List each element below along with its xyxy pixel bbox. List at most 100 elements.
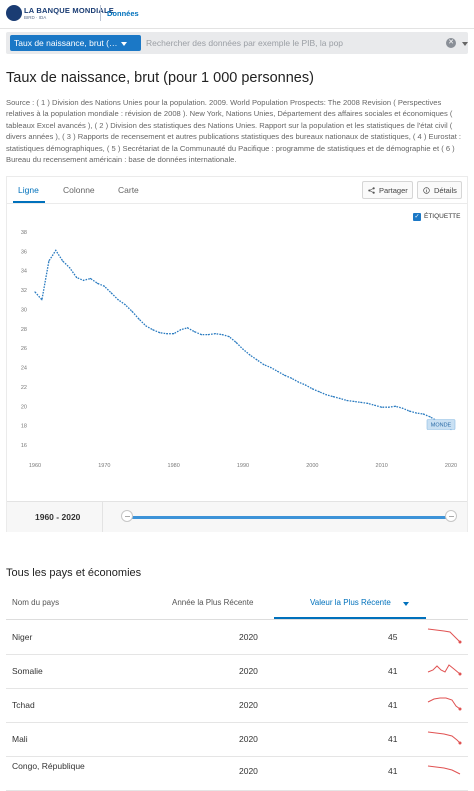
col-header-year[interactable]: Année la Plus Récente [172,598,254,607]
y-tick-label: 34 [21,269,27,275]
share-label: Partager [379,186,408,195]
tab-carte[interactable]: Carte [118,185,139,195]
data-point [152,329,154,331]
data-point [110,292,112,294]
row-value: 41 [388,700,398,710]
details-button[interactable]: Détails [417,181,462,199]
data-point [270,366,272,369]
data-point [69,267,71,269]
data-point [284,374,286,376]
search-dropdown-icon[interactable] [462,42,468,46]
line-chart: 16 18 20 22 24 26 28 30 32 34 36 38 1960 1970 1980 1990… [21,230,457,469]
data-point [48,260,50,262]
active-tab-indicator [13,201,45,203]
data-point [311,388,313,390]
page-title: Taux de naissance, brut (pour 1 000 pers… [6,70,314,86]
data-point [256,359,258,361]
data-point [96,282,98,284]
year-range-label: 1960 - 2020 [35,512,80,522]
row-value: 41 [388,666,398,676]
data-point [117,299,119,301]
table-header: Nom du pays Année la Plus Récente Valeur… [6,591,468,620]
data-point [367,402,369,404]
year-slider-track[interactable] [128,516,450,519]
label-checkbox-text: ÉTIQUETTE [424,213,461,220]
data-point [103,285,105,287]
row-country[interactable]: Niger [12,632,33,642]
table-row[interactable]: Niger 2020 45 [6,620,468,655]
col-header-country[interactable]: Nom du pays [12,598,60,607]
sparkline [427,765,461,775]
x-tick-label: 1960 [29,463,41,469]
table-row[interactable]: Mali 2020 41 [6,722,468,757]
data-point [242,348,244,350]
data-point [214,333,216,335]
data-point [325,394,327,396]
y-tick-label: 38 [21,230,27,236]
end-label-monde: MONDE [431,423,452,429]
data-point [228,335,230,338]
table-row[interactable]: Somalie 2020 41 [6,654,468,689]
data-point [290,377,293,379]
data-point [360,401,362,403]
y-tick-label: 16 [21,443,27,449]
data-point [145,325,147,327]
col-header-value[interactable]: Valeur la Plus Récente [310,598,391,607]
logo-text[interactable]: LA BANQUE MONDIALE [24,6,114,15]
data-point [89,277,92,280]
x-tick-label: 1980 [168,463,180,469]
data-point [180,329,182,331]
x-tick-label: 2010 [376,463,388,469]
sparkline [427,697,462,711]
info-icon [423,187,430,194]
data-point [277,370,279,373]
tab-colonne[interactable]: Colonne [63,185,95,195]
row-value: 45 [388,632,398,642]
series-line-monde [34,249,452,431]
x-tick-label: 2000 [306,463,318,469]
data-point [193,331,196,333]
row-country[interactable]: Mali [12,734,28,744]
share-icon [368,187,375,194]
data-point [374,404,376,406]
slider-end-handle[interactable] [445,510,457,522]
data-point [304,384,306,386]
data-point [353,400,355,403]
y-tick-label: 18 [21,424,27,430]
row-country[interactable]: Tchad [12,700,35,710]
chart-tabs: Ligne Colonne Carte Partager Détails [7,177,467,204]
data-point [221,334,223,336]
row-year: 2020 [239,734,258,744]
y-tick-label: 24 [21,366,27,372]
data-point [159,332,161,334]
row-country[interactable]: Somalie [12,666,43,676]
y-tick-label: 20 [21,404,27,410]
nav-donnees-link[interactable]: Données [107,9,139,18]
data-point [138,318,140,320]
row-country[interactable]: Congo, République [12,761,85,771]
tab-ligne[interactable]: Ligne [18,185,39,195]
row-year: 2020 [239,666,258,676]
data-point [429,416,431,418]
chart-panel: Ligne Colonne Carte Partager Détails ✓ É… [6,176,468,532]
data-point [62,260,64,262]
table-row[interactable]: Tchad 2020 41 [6,688,468,723]
sort-desc-icon[interactable] [403,602,409,606]
data-point [415,412,417,414]
data-point [235,341,237,343]
label-checkbox[interactable]: ✓ [413,213,421,221]
data-point [186,327,189,329]
data-point [200,334,202,336]
world-bank-logo-icon[interactable] [6,5,22,21]
row-year: 2020 [239,632,258,642]
x-tick-label: 2020 [445,463,457,469]
data-point [173,333,175,335]
share-button[interactable]: Partager [362,181,413,199]
search-input[interactable] [146,35,436,51]
selected-indicator-tag[interactable]: Taux de naissance, brut (… [10,35,141,51]
sorted-column-indicator [274,617,426,619]
clear-search-icon[interactable]: ✕ [446,38,456,48]
data-point [166,333,168,335]
tag-dropdown-icon[interactable] [121,41,128,46]
slider-start-handle[interactable] [121,510,133,522]
